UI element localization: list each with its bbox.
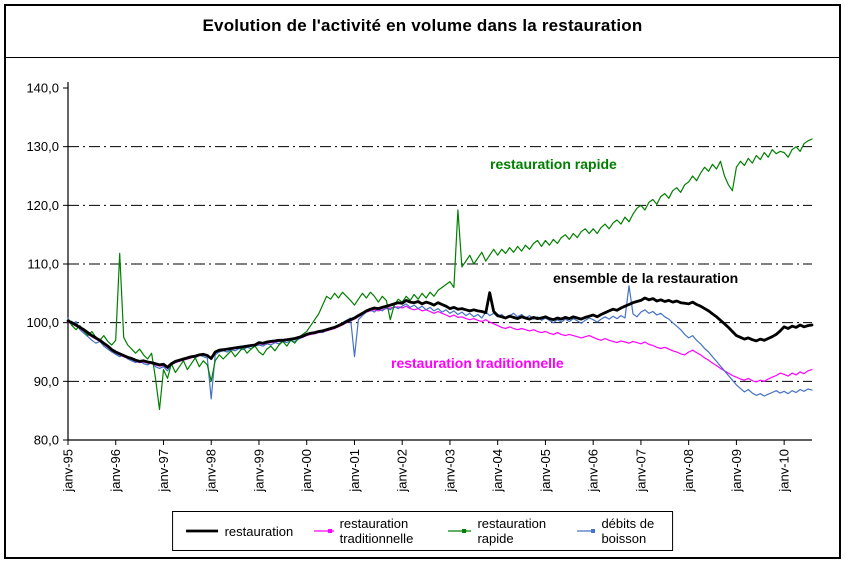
x-tick-label: janv-08	[681, 449, 696, 493]
series-line-restauration-rapide	[67, 138, 813, 411]
legend-item-restauration-rapide: restauration rapide	[447, 516, 556, 546]
legend-item-d-bits-de-boisson: débits de boisson	[576, 516, 661, 546]
chart-title: Evolution de l'activité en volume dans l…	[202, 16, 643, 35]
legend-item-restauration: restauration	[185, 523, 294, 539]
y-tick-label: 100,0	[26, 315, 59, 330]
series-line-restauration	[66, 291, 814, 369]
y-tick-label: 140,0	[26, 81, 59, 96]
legend-label: débits de boisson	[601, 516, 655, 546]
legend-label: restauration traditionnelle	[339, 516, 414, 546]
annotation-ensemble-de-la-restauration: ensemble de la restauration	[553, 270, 739, 286]
y-tick-label: 80,0	[34, 433, 59, 448]
legend-line-sample	[185, 529, 218, 533]
x-tick-label: janv-04	[490, 449, 505, 493]
x-tick-label: janv-03	[442, 449, 457, 493]
x-tick-label: janv-10	[777, 449, 792, 493]
x-tick-label: janv-99	[251, 449, 266, 493]
x-tick-label: janv-00	[299, 449, 314, 493]
x-tick-label: janv-98	[204, 449, 219, 493]
y-tick-label: 110,0	[27, 257, 59, 272]
y-tick-label: 90,0	[34, 374, 59, 389]
annotation-restauration-traditionnelle: restauration traditionnelle	[391, 355, 564, 371]
x-tick-label: janv-05	[538, 449, 553, 493]
x-tick-label: janv-95	[61, 449, 76, 493]
legend-line-sample	[447, 529, 472, 533]
legend-line-sample	[314, 529, 334, 533]
x-tick-label: janv-01	[347, 449, 362, 493]
x-tick-label: janv-07	[633, 449, 648, 493]
legend-label: restauration rapide	[477, 516, 547, 546]
x-tick-label: janv-09	[729, 449, 744, 493]
x-tick-label: janv-02	[395, 449, 410, 493]
legend-label: restauration	[224, 523, 294, 539]
title-divider	[6, 57, 839, 58]
legend: restauration restauration traditionnelle r…	[171, 511, 674, 551]
x-tick-label: janv-96	[108, 449, 123, 493]
y-tick-label: 130,0	[26, 139, 59, 154]
legend-line-sample	[576, 529, 596, 533]
x-tick-label: janv-97	[156, 449, 171, 493]
y-tick-label: 120,0	[26, 198, 59, 213]
annotation-restauration-rapide: restauration rapide	[490, 156, 617, 172]
legend-item-restauration-traditionnelle: restauration traditionnelle	[313, 516, 427, 546]
x-tick-label: janv-06	[586, 449, 601, 493]
